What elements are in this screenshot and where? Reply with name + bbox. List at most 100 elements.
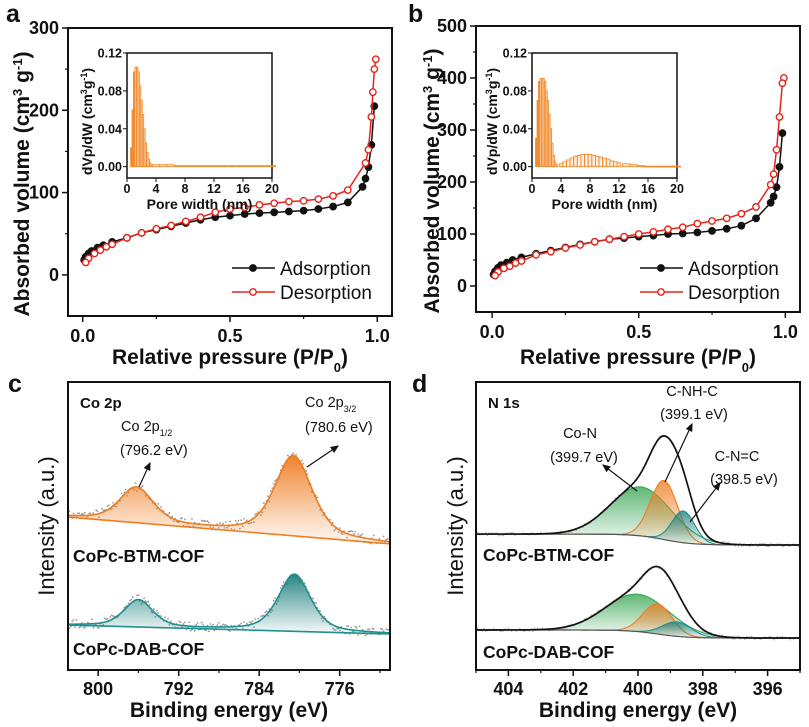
raw-data-point	[770, 636, 772, 638]
raw-data-point	[385, 628, 388, 631]
desorption-point	[769, 170, 778, 179]
raw-data-point	[732, 638, 735, 640]
annotation-label-part: Co 2p	[121, 419, 160, 435]
adsorption-point	[314, 205, 323, 213]
plot-frame	[475, 381, 801, 671]
raw-data-point	[224, 520, 227, 523]
raw-data-point	[109, 616, 112, 618]
raw-data-point	[167, 617, 169, 620]
raw-data-point	[96, 627, 99, 629]
raw-data-point	[351, 530, 354, 533]
raw-data-point	[237, 519, 240, 522]
raw-data-point	[272, 599, 275, 602]
raw-data-point	[251, 620, 254, 623]
raw-data-point	[502, 535, 505, 537]
raw-data-point	[129, 599, 131, 602]
desorption-point	[491, 271, 499, 280]
pore-size-bar	[246, 165, 255, 168]
inset-x-tick-label: 8	[587, 182, 594, 196]
annotation-label-part: Co 2p	[305, 395, 344, 411]
raw-data-point	[302, 462, 305, 465]
inset-y-tick-label: 0.12	[503, 47, 527, 61]
desorption-point	[590, 237, 599, 246]
raw-data-point	[92, 512, 95, 515]
raw-data-point	[78, 626, 81, 629]
desorption-point	[775, 113, 784, 121]
raw-data-point	[82, 626, 85, 628]
pore-size-bar	[552, 154, 555, 168]
raw-data-point	[515, 630, 518, 633]
raw-data-point	[216, 624, 219, 626]
inset-y-axis-title-part: )	[484, 68, 500, 73]
annotation-label: Co-N	[563, 426, 597, 442]
raw-data-point	[179, 517, 182, 520]
raw-data-point	[89, 512, 92, 515]
raw-data-point	[123, 606, 126, 609]
adsorption-point	[255, 209, 264, 218]
x-axis-title-part: 0	[742, 360, 749, 375]
pore-size-bar	[643, 165, 653, 168]
inset-frame	[531, 52, 678, 179]
desorption-point	[772, 145, 781, 154]
raw-data-point	[765, 545, 767, 548]
adsorption-point	[775, 163, 784, 171]
inset-frame	[126, 52, 273, 179]
x-axis-title-part: 0	[334, 360, 341, 375]
raw-data-point	[79, 625, 82, 628]
raw-data-point	[96, 510, 99, 513]
x-axis-title-part: )	[749, 346, 756, 369]
raw-data-point	[74, 626, 76, 629]
raw-data-point	[728, 541, 730, 544]
x-tick-label: 402	[558, 679, 588, 699]
x-tick-label: 792	[164, 679, 194, 699]
y-axis-title: Absorbed volume (cm3 g-1)	[420, 48, 445, 313]
desorption-point	[664, 225, 672, 234]
raw-data-point	[171, 515, 174, 518]
raw-data-point	[157, 612, 160, 614]
adsorption-point	[299, 206, 308, 215]
annotation-value: (399.7 eV)	[550, 450, 618, 466]
raw-data-point	[254, 618, 257, 620]
raw-data-point	[243, 621, 245, 623]
pore-size-bar	[558, 163, 564, 168]
pore-size-bar	[202, 165, 211, 168]
adsorption-point	[766, 198, 775, 207]
pore-size-bar	[238, 165, 248, 168]
inset-x-tick-label: 4	[558, 182, 565, 196]
raw-data-point	[757, 545, 759, 548]
raw-data-point	[723, 541, 725, 543]
raw-data-point	[272, 482, 275, 485]
raw-data-point	[323, 615, 326, 618]
annotation-arrow	[689, 482, 721, 523]
raw-data-point	[350, 530, 353, 533]
raw-data-point	[559, 530, 561, 532]
raw-data-point	[81, 512, 83, 515]
desorption-point	[766, 180, 775, 189]
raw-data-point	[745, 635, 748, 638]
raw-data-point	[222, 623, 224, 626]
pore-size-bar	[580, 153, 586, 168]
peak-area-fill	[68, 574, 390, 634]
raw-data-point	[200, 519, 203, 522]
annotation-value: (780.6 eV)	[305, 420, 373, 436]
raw-data-point	[532, 630, 534, 633]
raw-data-point	[69, 625, 72, 628]
inset-y-axis-title-part: 3	[484, 89, 494, 94]
raw-data-point	[112, 615, 114, 617]
raw-data-point	[240, 622, 243, 625]
y-tick-label: 200	[437, 172, 467, 192]
raw-data-point	[260, 615, 262, 618]
pore-size-bar	[217, 165, 226, 168]
raw-data-point	[84, 627, 86, 629]
desorption-point	[364, 145, 373, 154]
annotation-label-part: 3/2	[344, 404, 357, 414]
desorption-point	[368, 88, 377, 97]
desorption-point	[181, 217, 190, 226]
raw-data-point	[499, 630, 501, 633]
desorption-point	[576, 241, 584, 249]
sample-label: CoPc-BTM-COF	[73, 546, 205, 566]
raw-data-point	[123, 491, 126, 494]
sample-label: CoPc-DAB-COF	[483, 642, 615, 662]
raw-data-point	[160, 615, 162, 618]
adsorption-point	[226, 211, 234, 220]
